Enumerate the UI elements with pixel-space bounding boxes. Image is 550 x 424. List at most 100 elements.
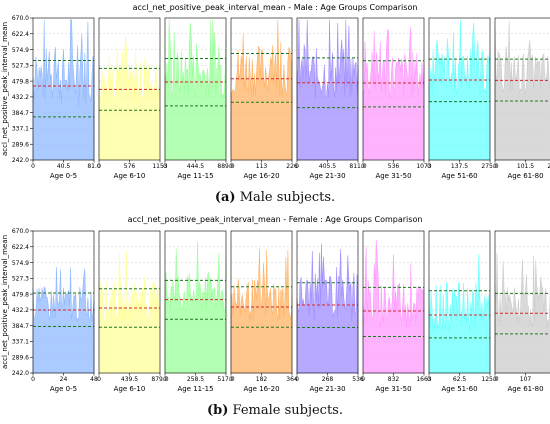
x-tick-label: 0: [493, 163, 497, 170]
x-tick-label: 576: [124, 163, 136, 170]
x-tick-label: 879.0: [151, 376, 168, 383]
x-tick-label: 832: [388, 376, 400, 383]
panel-label: Age 0-5: [50, 172, 77, 180]
x-tick-label: 0: [427, 376, 431, 383]
series-area: [362, 26, 425, 161]
panel-label: Age 21-30: [309, 172, 345, 180]
y-tick-label: 242.0: [12, 157, 29, 164]
x-tick-label: 137.5: [451, 163, 468, 170]
x-tick-label: 62.5: [453, 376, 467, 383]
caption-male: (a) Male subjects.: [0, 190, 550, 205]
panel-label: Age 51-60: [441, 172, 477, 180]
x-tick-label: 81.0: [87, 163, 101, 170]
y-axis-label: accl_net_positive_peak_interval_mean: [1, 235, 9, 369]
y-tick-label: 479.8: [12, 291, 29, 298]
y-axis-label: accl_net_positive_peak_interval_mean: [1, 22, 9, 156]
x-tick-label: 0: [493, 376, 497, 383]
x-tick-label: 0: [31, 163, 35, 170]
caption-female: (b) Female subjects.: [0, 403, 550, 418]
panel-label: Age 11-15: [177, 172, 213, 180]
panel-label: Age 51-60: [441, 385, 477, 393]
x-tick-label: 0: [361, 376, 365, 383]
x-tick-label: 24: [60, 376, 68, 383]
series-area: [98, 35, 161, 161]
series-area: [32, 19, 95, 161]
y-tick-label: 242.0: [12, 370, 29, 377]
y-tick-label: 670.0: [12, 228, 29, 235]
caption-male-letter: (a): [214, 190, 236, 205]
panel-label: Age 11-15: [177, 385, 213, 393]
series-area: [32, 266, 95, 374]
y-tick-label: 384.7: [12, 110, 29, 117]
x-tick-label: 0: [295, 376, 299, 383]
y-tick-label: 337.1: [12, 126, 29, 133]
x-tick-label: 226: [286, 163, 298, 170]
series-area: [296, 19, 359, 161]
y-tick-label: 432.2: [12, 307, 29, 314]
x-tick-label: 811.0: [349, 163, 366, 170]
x-tick-label: 364: [286, 376, 298, 383]
x-tick-label: 101.5: [517, 163, 534, 170]
x-tick-label: 0: [295, 163, 299, 170]
y-tick-label: 479.8: [12, 78, 29, 85]
panel-label: Age 21-30: [309, 385, 345, 393]
y-tick-label: 289.6: [12, 354, 29, 361]
x-tick-label: 0: [229, 163, 233, 170]
chart-title: accl_net_positive_peak_interval_mean - F…: [128, 215, 423, 224]
x-tick-label: 517.0: [217, 376, 234, 383]
series-area: [98, 251, 161, 374]
y-tick-label: 622.4: [12, 31, 29, 38]
x-tick-label: 536: [352, 376, 364, 383]
panel-label: Age 6-10: [114, 172, 146, 180]
caption-female-letter: (b): [206, 403, 229, 418]
series-area: [494, 20, 550, 161]
x-tick-label: 268: [322, 376, 334, 383]
x-tick-label: 1663: [416, 376, 431, 383]
panel-label: Age 31-50: [375, 172, 411, 180]
x-tick-label: 125.0: [481, 376, 498, 383]
panel-label: Age 61-80: [507, 172, 543, 180]
x-tick-label: 536: [388, 163, 400, 170]
y-tick-label: 384.7: [12, 323, 29, 330]
series-area: [428, 19, 491, 161]
series-area: [296, 243, 359, 374]
x-tick-label: 258.5: [187, 376, 204, 383]
x-tick-label: 113: [256, 163, 268, 170]
chart-title: accl_net_positive_peak_interval_mean - M…: [133, 3, 418, 12]
panel-label: Age 61-80: [507, 385, 543, 393]
x-tick-label: 107: [520, 376, 532, 383]
x-tick-label: 40.5: [57, 163, 71, 170]
x-tick-label: 0: [427, 163, 431, 170]
x-tick-label: 0: [229, 376, 233, 383]
panel-label: Age 31-50: [375, 385, 411, 393]
panel-label: Age 0-5: [50, 385, 77, 393]
x-tick-label: 275.0: [481, 163, 498, 170]
y-tick-label: 574.9: [12, 260, 29, 267]
x-tick-label: 405.5: [319, 163, 336, 170]
x-tick-label: 1073: [416, 163, 431, 170]
x-tick-label: 48: [90, 376, 98, 383]
x-tick-label: 0: [163, 163, 167, 170]
x-tick-label: 889.0: [217, 163, 234, 170]
series-area: [230, 248, 293, 374]
x-tick-label: 0: [31, 376, 35, 383]
x-tick-label: 444.5: [187, 163, 204, 170]
y-tick-label: 670.0: [12, 15, 29, 22]
panel-label: Age 6-10: [114, 385, 146, 393]
x-tick-label: 182: [256, 376, 268, 383]
series-area: [362, 239, 425, 374]
y-tick-label: 527.3: [12, 63, 29, 70]
y-tick-label: 337.1: [12, 339, 29, 346]
x-tick-label: 0: [97, 376, 101, 383]
series-area: [230, 19, 293, 161]
y-tick-label: 432.2: [12, 94, 29, 101]
x-tick-label: 0: [163, 376, 167, 383]
caption-male-text: Male subjects.: [235, 190, 336, 205]
series-area: [428, 253, 491, 374]
panel-label: Age 16-20: [243, 385, 279, 393]
y-tick-label: 527.3: [12, 276, 29, 283]
panel-label: Age 16-20: [243, 172, 279, 180]
x-tick-label: 203.0: [547, 163, 550, 170]
x-tick-label: 0: [361, 163, 365, 170]
x-tick-label: 0: [97, 163, 101, 170]
